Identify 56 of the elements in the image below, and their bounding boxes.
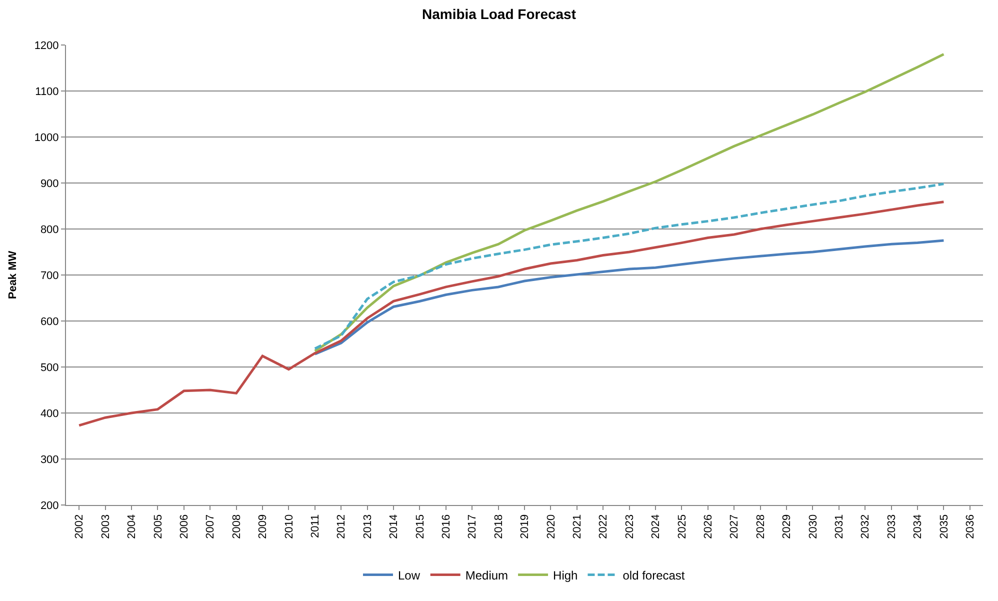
y-tick-label: 1200 xyxy=(34,40,59,52)
legend-label: Low xyxy=(398,568,420,582)
x-tick-label: 2020 xyxy=(545,514,558,539)
y-tick-label: 1000 xyxy=(34,132,59,144)
x-tick-label: 2003 xyxy=(100,514,112,539)
x-tick-label: 2027 xyxy=(728,514,741,539)
line-series xyxy=(314,182,945,350)
x-tick-label: 2006 xyxy=(178,514,190,539)
y-tick-label: 600 xyxy=(40,316,59,328)
y-tick-label: 200 xyxy=(40,500,59,512)
line-series xyxy=(78,200,945,427)
x-tick-label: 2025 xyxy=(676,514,688,539)
legend-label: Medium xyxy=(465,568,508,582)
x-tick-label: 2005 xyxy=(152,514,164,539)
x-tick-label: 2007 xyxy=(204,514,217,539)
y-tick-label: 500 xyxy=(40,362,59,374)
x-tick-label: 2019 xyxy=(519,514,532,539)
chart-title: Namibia Load Forecast xyxy=(422,6,576,22)
x-tick-label: 2014 xyxy=(388,514,400,539)
x-tick-label: 2018 xyxy=(492,514,505,539)
y-tick-label: 900 xyxy=(40,178,59,190)
x-tick-label: 2022 xyxy=(598,514,610,539)
x-tick-label: 2034 xyxy=(912,514,924,539)
x-tick-label: 2029 xyxy=(781,514,794,539)
x-tick-label: 2031 xyxy=(833,514,846,539)
x-tick-label: 2033 xyxy=(886,514,898,539)
x-tick-label: 2017 xyxy=(466,514,479,539)
x-tick-label: 2021 xyxy=(571,514,584,539)
y-tick-label: 300 xyxy=(40,454,59,466)
x-tick-label: 2026 xyxy=(702,514,714,539)
x-tick-label: 2012 xyxy=(336,514,348,539)
x-tick-label: 2008 xyxy=(230,514,243,539)
legend-label: old forecast xyxy=(622,568,686,582)
x-tick-label: 2016 xyxy=(440,514,452,539)
x-tick-label: 2023 xyxy=(624,514,636,539)
x-tick-label: 2032 xyxy=(860,514,872,539)
line-series xyxy=(314,52,945,352)
line-series xyxy=(314,239,945,356)
x-tick-label: 2004 xyxy=(126,514,138,539)
y-tick-label: 700 xyxy=(40,270,59,282)
x-tick-label: 2036 xyxy=(964,514,976,539)
y-tick-label: 800 xyxy=(40,224,59,236)
x-tick-label: 2002 xyxy=(74,514,86,539)
x-tick-label: 2035 xyxy=(938,514,950,539)
legend-label: High xyxy=(553,568,578,582)
x-tick-label: 2009 xyxy=(257,514,270,539)
x-tick-label: 2010 xyxy=(283,514,296,539)
y-axis-title: Peak MW xyxy=(6,250,19,300)
x-tick-label: 2011 xyxy=(309,514,322,538)
y-tick-label: 400 xyxy=(40,408,59,420)
x-tick-label: 2013 xyxy=(362,514,374,539)
x-tick-label: 2024 xyxy=(650,514,662,539)
x-tick-label: 2015 xyxy=(414,514,426,539)
y-tick-label: 1100 xyxy=(35,86,59,98)
x-tick-label: 2030 xyxy=(807,514,820,539)
x-tick-label: 2028 xyxy=(754,514,767,539)
